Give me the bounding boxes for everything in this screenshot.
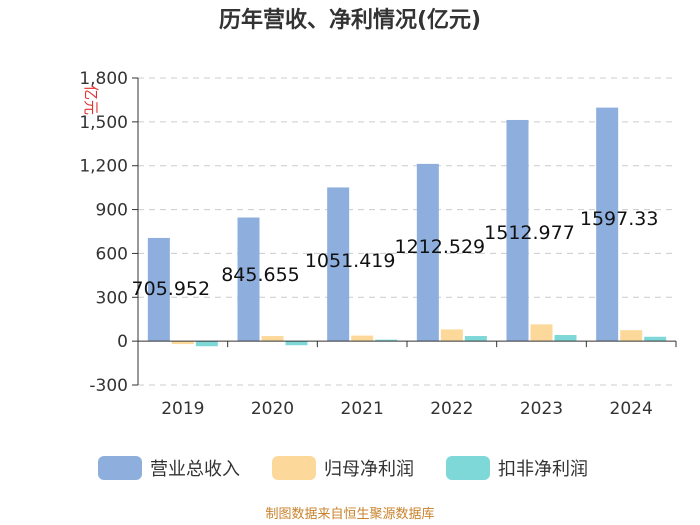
bar-3-2021 xyxy=(375,339,398,342)
bar-2-2023 xyxy=(530,324,553,342)
y-axis-label: 亿元 xyxy=(82,85,100,115)
legend-label-1: 营业总收入 xyxy=(150,459,240,480)
bar-2-2021 xyxy=(351,335,374,342)
bar-3-2024 xyxy=(644,336,667,342)
x-tick-label-2022: 2022 xyxy=(430,399,473,419)
bar-3-2019 xyxy=(195,341,218,347)
axes-layer: -300 0 300 600 900 1,200 1,500 1,800 2019 2020 202… xyxy=(79,69,677,419)
x-tick-label-2020: 2020 xyxy=(251,399,294,419)
bar-2-2020 xyxy=(261,336,284,342)
bar-3-2020 xyxy=(285,341,308,346)
bar-1-2020 xyxy=(237,217,260,342)
legend-label-2: 归母净利润 xyxy=(324,459,414,480)
legend-swatch-3 xyxy=(446,456,490,480)
bar-1-2024 xyxy=(596,107,619,342)
y-tick-label-3: 600 xyxy=(96,244,128,264)
data-label-2023: 1512.977 xyxy=(484,222,575,244)
bar-2-2019 xyxy=(171,341,194,345)
x-tick-label-2023: 2023 xyxy=(520,399,563,419)
legend-swatch-2 xyxy=(272,456,316,480)
bar-3-2023 xyxy=(554,335,577,342)
y-tick-label-2: 300 xyxy=(96,288,128,308)
bar-2-2022 xyxy=(440,329,463,342)
source-note: 制图数据来自恒生聚源数据库 xyxy=(265,506,434,522)
data-label-2021: 1051.419 xyxy=(305,250,396,272)
data-label-2024: 1597.33 xyxy=(580,208,659,230)
data-label-2020: 845.655 xyxy=(221,264,300,286)
bar-1-2019 xyxy=(147,237,170,342)
y-tick-label-4: 900 xyxy=(96,201,128,221)
bar-1-2023 xyxy=(506,119,529,342)
bar-3-2022 xyxy=(464,336,487,342)
x-tick-label-2021: 2021 xyxy=(341,399,384,419)
legend-label-3: 扣非净利润 xyxy=(498,459,588,480)
legend: 营业总收入 归母净利润 扣非净利润 xyxy=(98,456,588,480)
data-labels-layer: 705.952 845.6551051.4191212.5291512.97715… xyxy=(132,208,659,300)
y-tick-label-7: 1,800 xyxy=(79,69,128,89)
chart-title: 历年营收、净利情况(亿元) xyxy=(219,7,481,33)
y-tick-label-0: -300 xyxy=(89,376,128,396)
bar-2-2024 xyxy=(620,330,643,342)
y-tick-label-5: 1,200 xyxy=(79,157,128,177)
grid-lines xyxy=(138,77,676,386)
y-tick-label-1: 0 xyxy=(117,332,128,352)
data-label-2019: 705.952 xyxy=(132,278,211,300)
bars-layer xyxy=(147,107,667,347)
x-tick-label-2019: 2019 xyxy=(161,399,204,419)
data-label-2022: 1212.529 xyxy=(394,236,485,258)
legend-swatch-1 xyxy=(98,456,142,480)
bar-1-2021 xyxy=(327,187,350,342)
bar-1-2022 xyxy=(416,163,439,342)
x-tick-label-2024: 2024 xyxy=(610,399,653,419)
y-tick-label-6: 1,500 xyxy=(79,113,128,133)
